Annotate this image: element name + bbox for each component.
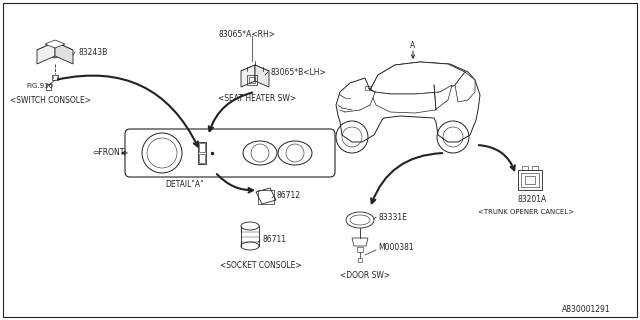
Bar	[199, 143, 205, 152]
Text: A830001291: A830001291	[562, 306, 611, 315]
Bar	[518, 170, 542, 190]
Polygon shape	[256, 188, 276, 204]
Bar	[249, 77, 255, 83]
Bar	[247, 75, 257, 85]
Text: DETAIL"A": DETAIL"A"	[165, 180, 204, 188]
Text: <SEAT HEATER SW>: <SEAT HEATER SW>	[218, 93, 296, 102]
Polygon shape	[373, 85, 452, 113]
Bar	[522, 166, 528, 170]
Text: 83243B: 83243B	[78, 47, 108, 57]
Text: <SWITCH CONSOLE>: <SWITCH CONSOLE>	[10, 95, 91, 105]
Bar	[199, 154, 205, 163]
Bar	[358, 258, 362, 262]
Text: 86711: 86711	[262, 236, 286, 244]
Text: M000381: M000381	[378, 244, 413, 252]
Polygon shape	[241, 65, 269, 77]
Bar	[521, 173, 539, 187]
Text: <TRUNK OPENER CANCEL>: <TRUNK OPENER CANCEL>	[478, 209, 574, 215]
Text: 86712: 86712	[276, 191, 300, 201]
Text: 83201A: 83201A	[518, 196, 547, 204]
Text: 83331E: 83331E	[378, 212, 407, 221]
Polygon shape	[241, 65, 255, 87]
Polygon shape	[455, 72, 475, 102]
Bar	[532, 166, 538, 170]
Text: FIG.930: FIG.930	[26, 83, 53, 89]
FancyBboxPatch shape	[125, 129, 335, 177]
Bar	[52, 75, 58, 80]
Polygon shape	[370, 62, 465, 94]
Polygon shape	[352, 238, 368, 246]
Bar	[46, 84, 51, 90]
Bar	[525, 176, 535, 184]
Polygon shape	[255, 65, 269, 87]
Polygon shape	[37, 42, 73, 58]
Polygon shape	[336, 62, 480, 142]
Bar	[198, 142, 206, 164]
Bar	[365, 86, 371, 90]
Polygon shape	[37, 42, 55, 64]
Bar	[357, 247, 363, 252]
Text: 83065*B<LH>: 83065*B<LH>	[270, 68, 326, 76]
Text: <DOOR SW>: <DOOR SW>	[340, 270, 390, 279]
Text: <SOCKET CONSOLE>: <SOCKET CONSOLE>	[220, 260, 301, 269]
Text: 83065*A<RH>: 83065*A<RH>	[218, 29, 275, 38]
Polygon shape	[45, 40, 65, 48]
Bar	[258, 190, 274, 204]
Text: A: A	[410, 41, 415, 50]
Polygon shape	[55, 42, 73, 64]
Text: ⇦FRONT: ⇦FRONT	[93, 148, 125, 156]
